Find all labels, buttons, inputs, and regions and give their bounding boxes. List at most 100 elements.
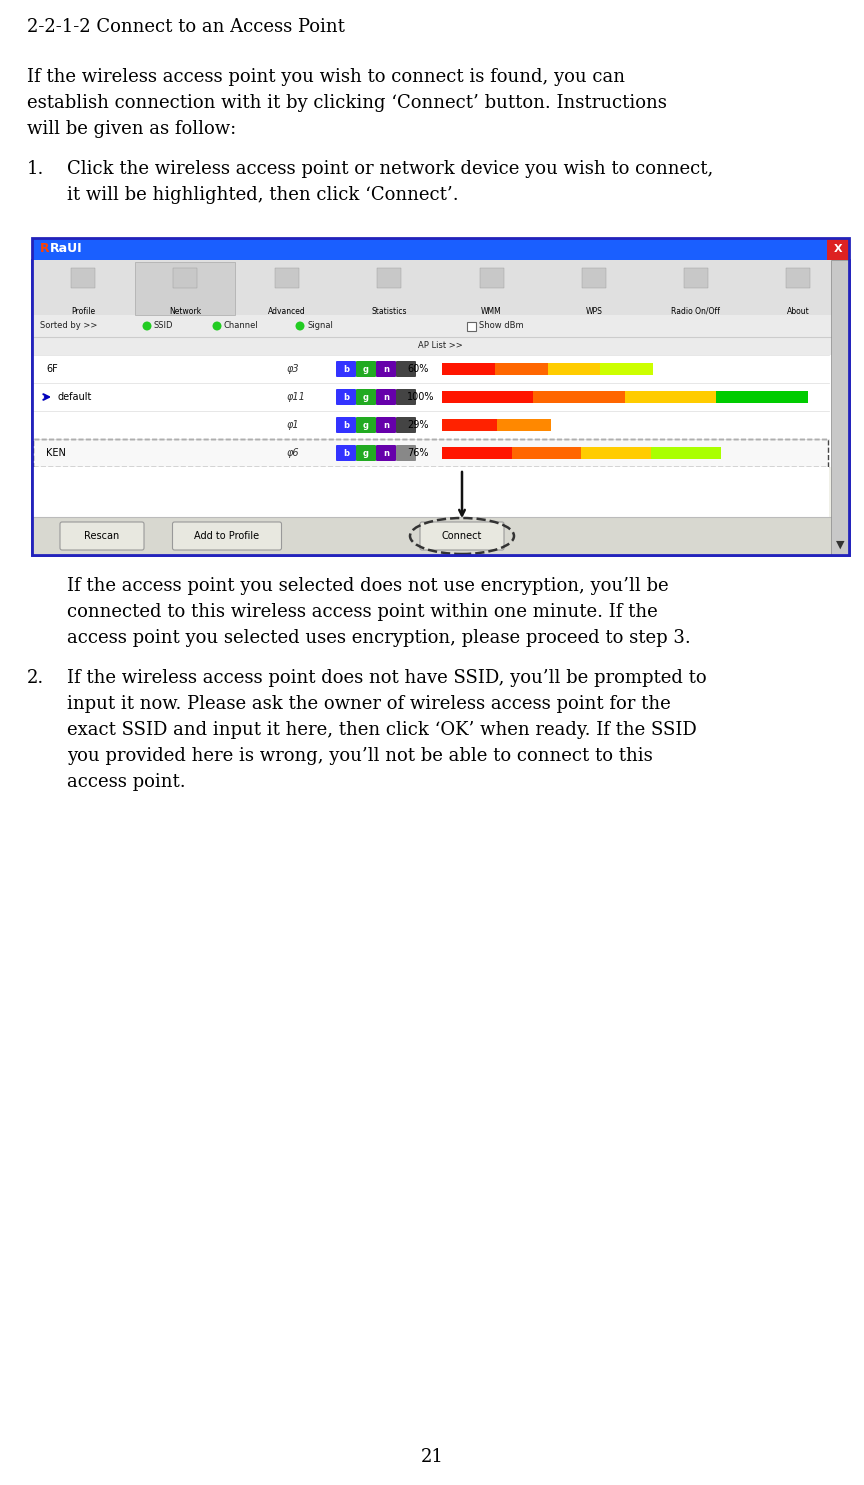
Text: Add to Profile: Add to Profile	[194, 532, 259, 541]
Text: KEN: KEN	[46, 448, 66, 457]
FancyBboxPatch shape	[336, 389, 356, 405]
Text: Radio On/Off: Radio On/Off	[671, 307, 721, 316]
Text: ▼: ▼	[835, 541, 844, 549]
Text: default: default	[58, 392, 92, 402]
Bar	[442, 419, 497, 431]
Text: Connect: Connect	[442, 532, 482, 541]
Text: exact SSID and input it here, then click ‘OK’ when ready. If the SSID: exact SSID and input it here, then click…	[67, 722, 696, 740]
Bar	[683, 267, 708, 288]
Text: Advanced: Advanced	[269, 307, 306, 316]
Text: If the access point you selected does not use encryption, you’ll be: If the access point you selected does no…	[67, 578, 669, 595]
Text: If the wireless access point you wish to connect is found, you can: If the wireless access point you wish to…	[27, 68, 625, 86]
Bar	[378, 267, 402, 288]
Text: X: X	[834, 244, 842, 254]
Bar	[625, 391, 716, 402]
FancyBboxPatch shape	[336, 417, 356, 434]
Text: 6F: 6F	[46, 364, 58, 374]
Ellipse shape	[213, 321, 221, 331]
Ellipse shape	[295, 321, 304, 331]
Text: φ3: φ3	[287, 364, 300, 374]
Text: WPS: WPS	[585, 307, 602, 316]
Text: b: b	[343, 364, 349, 374]
Bar	[827, 238, 849, 260]
Text: Network: Network	[169, 307, 201, 316]
Text: About: About	[786, 307, 810, 316]
FancyBboxPatch shape	[396, 361, 416, 377]
Text: Sorted by >>: Sorted by >>	[40, 321, 98, 331]
FancyBboxPatch shape	[356, 446, 376, 460]
FancyBboxPatch shape	[356, 417, 376, 434]
Text: φ6: φ6	[287, 448, 300, 457]
Text: 1.: 1.	[27, 160, 44, 178]
Bar	[32, 315, 849, 337]
Text: 21: 21	[421, 1448, 443, 1466]
Text: n: n	[383, 420, 389, 429]
Text: g: g	[363, 364, 369, 374]
Text: Channel: Channel	[224, 321, 258, 331]
Text: will be given as follow:: will be given as follow:	[27, 120, 236, 138]
Bar	[33, 440, 828, 466]
Bar	[480, 267, 504, 288]
Text: Show dBm: Show dBm	[479, 321, 524, 331]
Bar	[495, 362, 548, 376]
Text: φ11: φ11	[287, 392, 306, 402]
Bar	[32, 260, 849, 315]
Text: g: g	[363, 448, 369, 457]
FancyBboxPatch shape	[396, 446, 416, 460]
Bar	[716, 391, 808, 402]
Text: AP List >>: AP List >>	[418, 342, 463, 350]
Text: 76%: 76%	[407, 448, 429, 457]
Text: 2.: 2.	[27, 670, 44, 688]
Bar	[600, 362, 653, 376]
Bar	[32, 238, 849, 555]
FancyBboxPatch shape	[396, 389, 416, 405]
Text: WMM: WMM	[481, 307, 502, 316]
Text: 60%: 60%	[407, 364, 429, 374]
Bar	[32, 238, 849, 260]
FancyBboxPatch shape	[396, 417, 416, 434]
Bar	[786, 267, 810, 288]
Bar	[467, 322, 476, 331]
Bar	[533, 391, 625, 402]
Text: Signal: Signal	[307, 321, 333, 331]
FancyBboxPatch shape	[356, 361, 376, 377]
FancyBboxPatch shape	[356, 389, 376, 405]
Bar	[32, 260, 849, 555]
Bar	[135, 261, 235, 315]
Text: Rescan: Rescan	[85, 532, 119, 541]
Text: 2-2-1-2 Connect to an Access Point: 2-2-1-2 Connect to an Access Point	[27, 18, 345, 36]
FancyBboxPatch shape	[376, 446, 396, 460]
Bar	[831, 260, 849, 555]
Text: b: b	[343, 420, 349, 429]
Text: you provided here is wrong, you’ll not be able to connect to this: you provided here is wrong, you’ll not b…	[67, 747, 652, 765]
Text: n: n	[383, 448, 389, 457]
Text: 100%: 100%	[407, 392, 435, 402]
Text: Click the wireless access point or network device you wish to connect,: Click the wireless access point or netwo…	[67, 160, 714, 178]
Ellipse shape	[143, 321, 151, 331]
Text: RaUI: RaUI	[50, 242, 83, 255]
Bar	[32, 355, 849, 466]
Text: n: n	[383, 392, 389, 401]
Bar	[511, 447, 581, 459]
Bar	[442, 391, 533, 402]
Bar	[276, 267, 299, 288]
Text: Profile: Profile	[71, 307, 95, 316]
Text: b: b	[343, 392, 349, 401]
FancyBboxPatch shape	[376, 417, 396, 434]
Text: connected to this wireless access point within one minute. If the: connected to this wireless access point …	[67, 603, 658, 621]
Text: g: g	[363, 392, 369, 401]
FancyBboxPatch shape	[376, 361, 396, 377]
Bar	[651, 447, 721, 459]
FancyBboxPatch shape	[336, 446, 356, 460]
Text: 29%: 29%	[407, 420, 429, 431]
Bar	[442, 362, 495, 376]
Text: g: g	[363, 420, 369, 429]
Text: If the wireless access point does not have SSID, you’ll be prompted to: If the wireless access point does not ha…	[67, 670, 707, 688]
FancyBboxPatch shape	[336, 361, 356, 377]
Bar	[173, 267, 197, 288]
Text: R: R	[40, 242, 49, 255]
Text: access point you selected uses encryption, please proceed to step 3.: access point you selected uses encryptio…	[67, 630, 690, 647]
Bar	[581, 267, 606, 288]
Text: b: b	[343, 448, 349, 457]
Bar	[442, 447, 511, 459]
